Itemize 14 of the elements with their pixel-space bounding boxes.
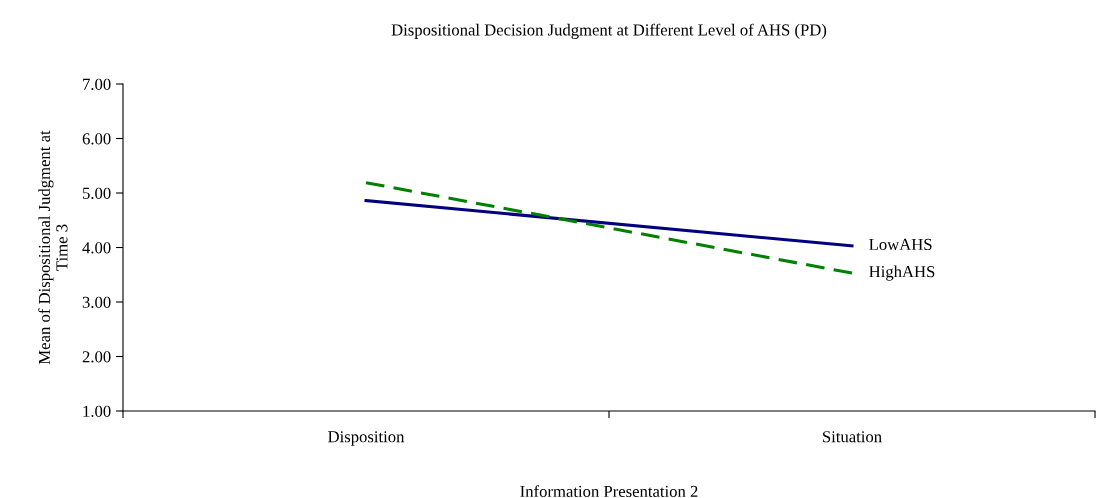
x-tick-label: Situation [823,431,882,443]
chart-title: Dispositional Decision Judgment at Different Level of AHS (PD) [391,23,827,39]
series-label: LowAHS [869,238,932,251]
y-tick-label: 1.00 [83,405,111,418]
series-label: HighAHS [869,265,935,281]
y-tick-label: 4.00 [82,242,111,254]
y-tick-label: 3.00 [82,296,111,309]
y-axis-title: Mean of Dispositional Judgment at Time 3 [38,130,68,365]
y-tick-label: 7.00 [83,78,111,91]
y-tick-label: 2.00 [82,351,111,363]
y-tick-label: 6.00 [82,133,111,145]
x-tick-label: Disposition [328,431,405,446]
x-axis-title: Information Presentation 2 [520,485,698,498]
y-tick-label: 5.00 [83,187,111,200]
